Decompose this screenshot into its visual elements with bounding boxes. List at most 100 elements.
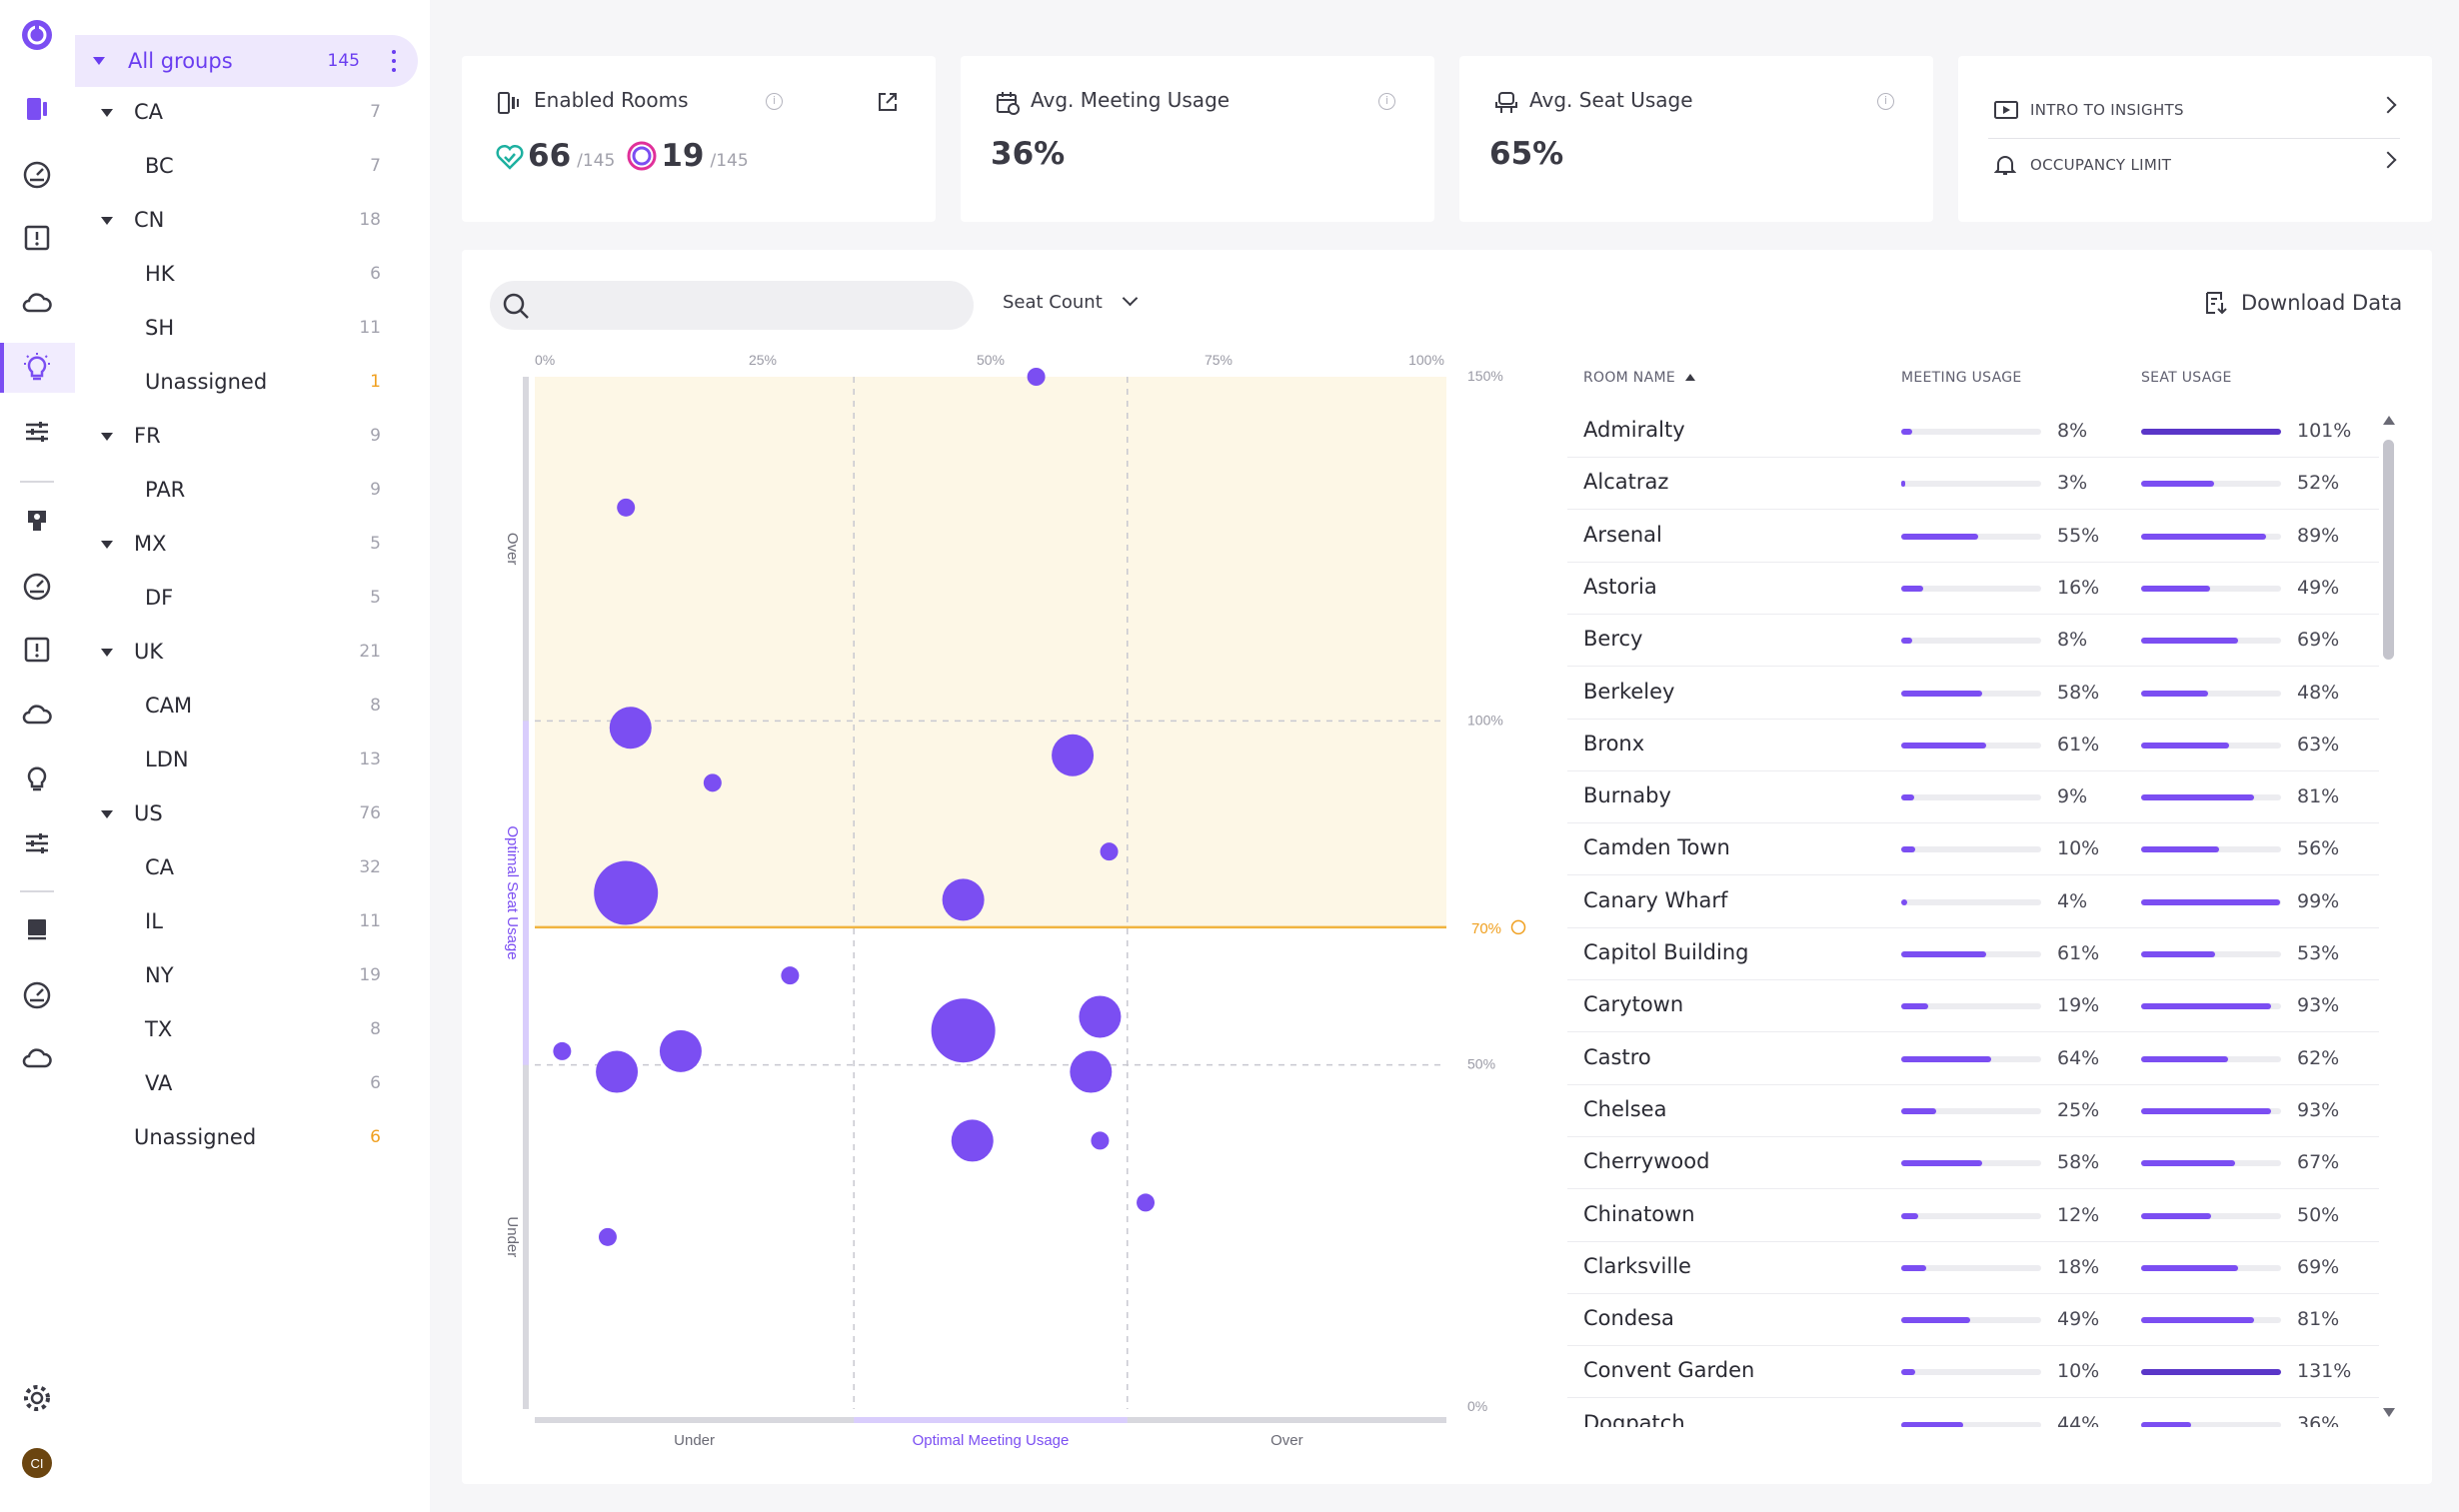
group-item[interactable]: Unassigned 1 (75, 360, 415, 404)
scatter-point[interactable] (703, 773, 722, 792)
insights-icon[interactable] (18, 349, 56, 387)
group-item[interactable]: US 76 (75, 791, 415, 835)
caret-down-icon[interactable] (93, 57, 105, 65)
group-item[interactable]: VA 6 (75, 1061, 415, 1105)
table-row[interactable]: Carytown 19% 93% (1567, 980, 2379, 1033)
table-row[interactable]: Capitol Building 61% 53% (1567, 928, 2379, 980)
table-row[interactable]: Dogpatch 44% 36% (1567, 1399, 2379, 1427)
table-row[interactable]: Arsenal 55% 89% (1567, 511, 2379, 563)
table-row[interactable]: Admiralty 8% 101% (1567, 406, 2379, 458)
scatter-point[interactable] (596, 1050, 639, 1093)
info-icon[interactable]: i (766, 93, 783, 110)
camera-icon[interactable] (18, 502, 56, 540)
table-row[interactable]: Astoria 16% 49% (1567, 563, 2379, 615)
caret-down-icon[interactable] (101, 810, 113, 818)
seat-count-dropdown[interactable]: Seat Count (1003, 290, 1139, 313)
scatter-point[interactable] (598, 1227, 617, 1246)
group-item[interactable]: CA 32 (75, 845, 415, 889)
scatter-point[interactable] (594, 860, 659, 925)
caret-down-icon[interactable] (101, 649, 113, 657)
table-scrollbar[interactable] (2383, 440, 2394, 660)
scatter-point[interactable] (951, 1119, 994, 1162)
scroll-up-icon[interactable] (2383, 416, 2395, 425)
book-icon[interactable] (18, 910, 56, 948)
search-input[interactable] (490, 281, 974, 330)
group-item[interactable]: SH 11 (75, 306, 415, 350)
group-item[interactable]: CA 7 (75, 90, 415, 134)
col-header-seat-usage[interactable]: SEAT USAGE (2141, 370, 2232, 386)
group-item[interactable]: NY 19 (75, 953, 415, 997)
link-occupancy-limit[interactable]: OCCUPANCY LIMIT (1994, 138, 2397, 192)
scatter-point[interactable] (1137, 1193, 1156, 1212)
logo-icon[interactable] (18, 16, 56, 54)
link-intro-to-insights[interactable]: INTRO TO INSIGHTS (1994, 83, 2397, 137)
scatter-point[interactable] (931, 998, 996, 1063)
alerts-icon[interactable] (18, 219, 56, 257)
table-row[interactable]: Alcatraz 3% 52% (1567, 458, 2379, 511)
group-item[interactable]: BC 7 (75, 144, 415, 188)
dashboard-icon-3[interactable] (18, 975, 56, 1013)
group-item[interactable]: TX 8 (75, 1007, 415, 1051)
cloud-icon[interactable] (18, 284, 56, 322)
settings-sliders-icon-2[interactable] (18, 824, 56, 862)
rooms-icon[interactable] (18, 90, 56, 128)
table-row[interactable]: Cherrywood 58% 67% (1567, 1137, 2379, 1190)
dashboard-icon-2[interactable] (18, 567, 56, 605)
table-row[interactable]: Condesa 49% 81% (1567, 1294, 2379, 1347)
group-item[interactable]: IL 11 (75, 899, 415, 943)
scatter-point[interactable] (781, 966, 800, 985)
more-options-icon[interactable] (392, 50, 396, 72)
external-link-icon[interactable] (876, 90, 900, 114)
group-item[interactable]: UK 21 (75, 630, 415, 674)
scatter-point[interactable] (659, 1029, 702, 1072)
group-item[interactable]: DF 5 (75, 576, 415, 620)
occupancy-info-icon[interactable] (1510, 919, 1526, 935)
group-item[interactable]: CN 18 (75, 198, 415, 242)
caret-down-icon[interactable] (101, 433, 113, 441)
scatter-point[interactable] (1027, 368, 1046, 386)
caret-down-icon[interactable] (101, 217, 113, 225)
group-item[interactable]: FR 9 (75, 414, 415, 458)
cloud-icon-2[interactable] (18, 696, 56, 734)
scatter-point[interactable] (1091, 1131, 1110, 1150)
table-row[interactable]: Chelsea 25% 93% (1567, 1085, 2379, 1137)
caret-down-icon[interactable] (101, 109, 113, 117)
table-row[interactable]: Convent Garden 10% 131% (1567, 1346, 2379, 1399)
settings-sliders-icon[interactable] (18, 413, 56, 451)
scatter-point[interactable] (609, 707, 652, 750)
alerts-icon-2[interactable] (18, 631, 56, 669)
group-item[interactable]: MX 5 (75, 522, 415, 566)
download-data-button[interactable]: Download Data (2203, 290, 2402, 316)
info-icon[interactable]: i (1877, 93, 1894, 110)
info-icon[interactable]: i (1378, 93, 1395, 110)
scatter-point[interactable] (942, 878, 985, 921)
group-item[interactable]: LDN 13 (75, 738, 415, 781)
caret-down-icon[interactable] (101, 541, 113, 549)
cloud-icon-3[interactable] (18, 1039, 56, 1077)
group-item[interactable]: Unassigned 6 (75, 1115, 415, 1159)
scroll-down-icon[interactable] (2383, 1408, 2395, 1417)
scatter-point[interactable] (617, 498, 636, 517)
gear-icon[interactable] (18, 1379, 56, 1417)
scatter-point[interactable] (1052, 734, 1095, 776)
group-item[interactable]: PAR 9 (75, 468, 415, 512)
table-row[interactable]: Burnaby 9% 81% (1567, 771, 2379, 824)
group-item[interactable]: HK 6 (75, 252, 415, 296)
table-row[interactable]: Castro 64% 62% (1567, 1033, 2379, 1085)
table-row[interactable]: Chinatown 12% 50% (1567, 1190, 2379, 1242)
table-row[interactable]: Canary Wharf 4% 99% (1567, 876, 2379, 928)
dashboard-icon[interactable] (18, 155, 56, 193)
scatter-point[interactable] (553, 1041, 572, 1060)
group-all[interactable]: All groups 145 (75, 35, 418, 87)
table-row[interactable]: Bronx 61% 63% (1567, 720, 2379, 771)
insights-icon-2[interactable] (18, 759, 56, 797)
col-header-room-name[interactable]: ROOM NAME (1583, 370, 1695, 386)
scatter-point[interactable] (1070, 1050, 1113, 1093)
table-row[interactable]: Bercy 8% 69% (1567, 615, 2379, 668)
scatter-point[interactable] (1100, 842, 1119, 861)
table-row[interactable]: Camden Town 10% 56% (1567, 823, 2379, 876)
col-header-meeting-usage[interactable]: MEETING USAGE (1901, 370, 2022, 386)
avatar[interactable]: CI (18, 1444, 56, 1482)
scatter-point[interactable] (1079, 995, 1122, 1038)
table-row[interactable]: Berkeley 58% 48% (1567, 668, 2379, 720)
